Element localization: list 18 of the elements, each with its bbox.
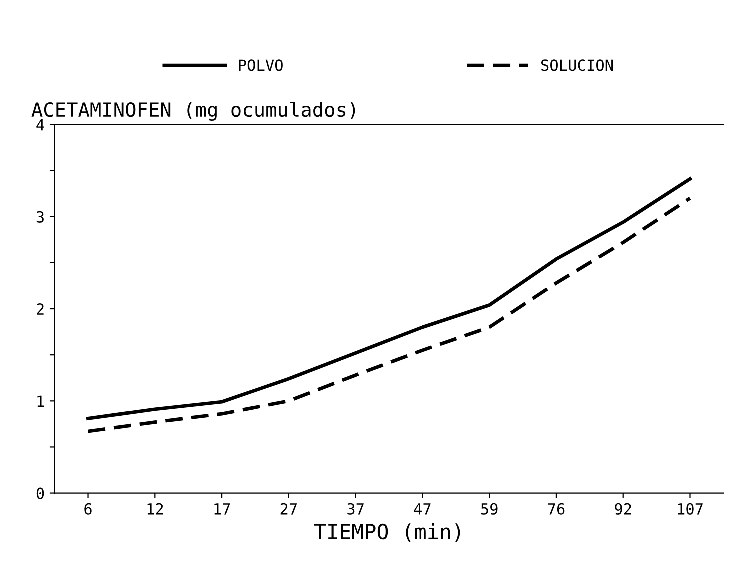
x-axis-title: TIEMPO (min) — [314, 524, 460, 542]
x-tick-label: 27 — [280, 503, 297, 515]
legend-label: POLVO — [239, 60, 283, 72]
y-tick-label: 4 — [36, 119, 44, 131]
x-tick-label: 12 — [148, 503, 164, 515]
x-tick-label: 17 — [214, 504, 230, 515]
x-tick-label: 76 — [548, 503, 565, 515]
y-tick-label: 0 — [36, 488, 44, 500]
x-tick-label: 92 — [615, 503, 632, 515]
x-tick-label: 59 — [481, 503, 498, 515]
x-tick-label: 107 — [678, 503, 703, 515]
x-tick-label: 47 — [414, 504, 431, 515]
legend-label: SOLUCION — [541, 60, 614, 72]
y-tick-label: 3 — [36, 211, 44, 223]
x-tick-label: 37 — [348, 503, 364, 515]
y-tick-label: 2 — [37, 304, 44, 315]
y-tick-label: 1 — [38, 396, 44, 407]
x-tick-label: 6 — [84, 503, 92, 515]
